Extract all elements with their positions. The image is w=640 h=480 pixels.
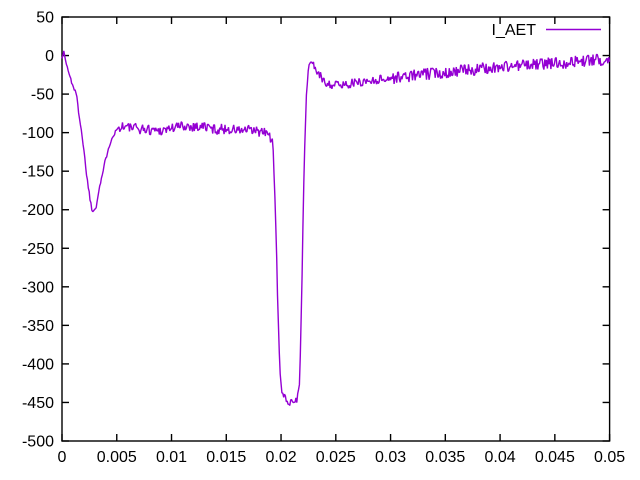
y-tick-label: -500 xyxy=(22,434,54,451)
y-tick-label: -350 xyxy=(22,318,54,335)
legend-label: I_AET xyxy=(492,22,537,39)
x-tick-label: 0.02 xyxy=(265,449,296,466)
x-tick-label: 0.03 xyxy=(375,449,406,466)
x-tick-label: 0.05 xyxy=(594,449,625,466)
x-tick-label: 0.005 xyxy=(97,449,137,466)
x-tick-label: 0.01 xyxy=(156,449,187,466)
y-tick-label: -250 xyxy=(22,241,54,258)
y-tick-label: 50 xyxy=(36,10,54,27)
y-tick-label: -300 xyxy=(22,279,54,296)
y-tick-label: -100 xyxy=(22,125,54,142)
x-tick-label: 0.025 xyxy=(316,449,356,466)
y-tick-label: -200 xyxy=(22,202,54,219)
y-tick-label: -150 xyxy=(22,164,54,181)
y-tick-label: -50 xyxy=(31,87,54,104)
y-tick-label: -400 xyxy=(22,356,54,373)
y-tick-label: 0 xyxy=(45,48,54,65)
x-tick-label: 0 xyxy=(58,449,67,466)
x-axis-labels: 0 0.005 0.01 0.015 0.02 0.025 0.03 0.035 0.04 0.0… xyxy=(58,449,626,466)
y-tick-label: -450 xyxy=(22,395,54,412)
x-tick-label: 0.015 xyxy=(206,449,246,466)
x-tick-label: 0.035 xyxy=(425,449,465,466)
x-tick-label: 0.04 xyxy=(485,449,516,466)
y-axis-labels: 50 0 -50 -100 -150 -200 -250 -300 -350 -400 -450 -5… xyxy=(22,10,54,451)
plot-border xyxy=(61,16,611,442)
x-tick-label: 0.045 xyxy=(535,449,575,466)
legend: I_AET xyxy=(492,22,601,39)
series-line-i_aet xyxy=(61,50,611,406)
